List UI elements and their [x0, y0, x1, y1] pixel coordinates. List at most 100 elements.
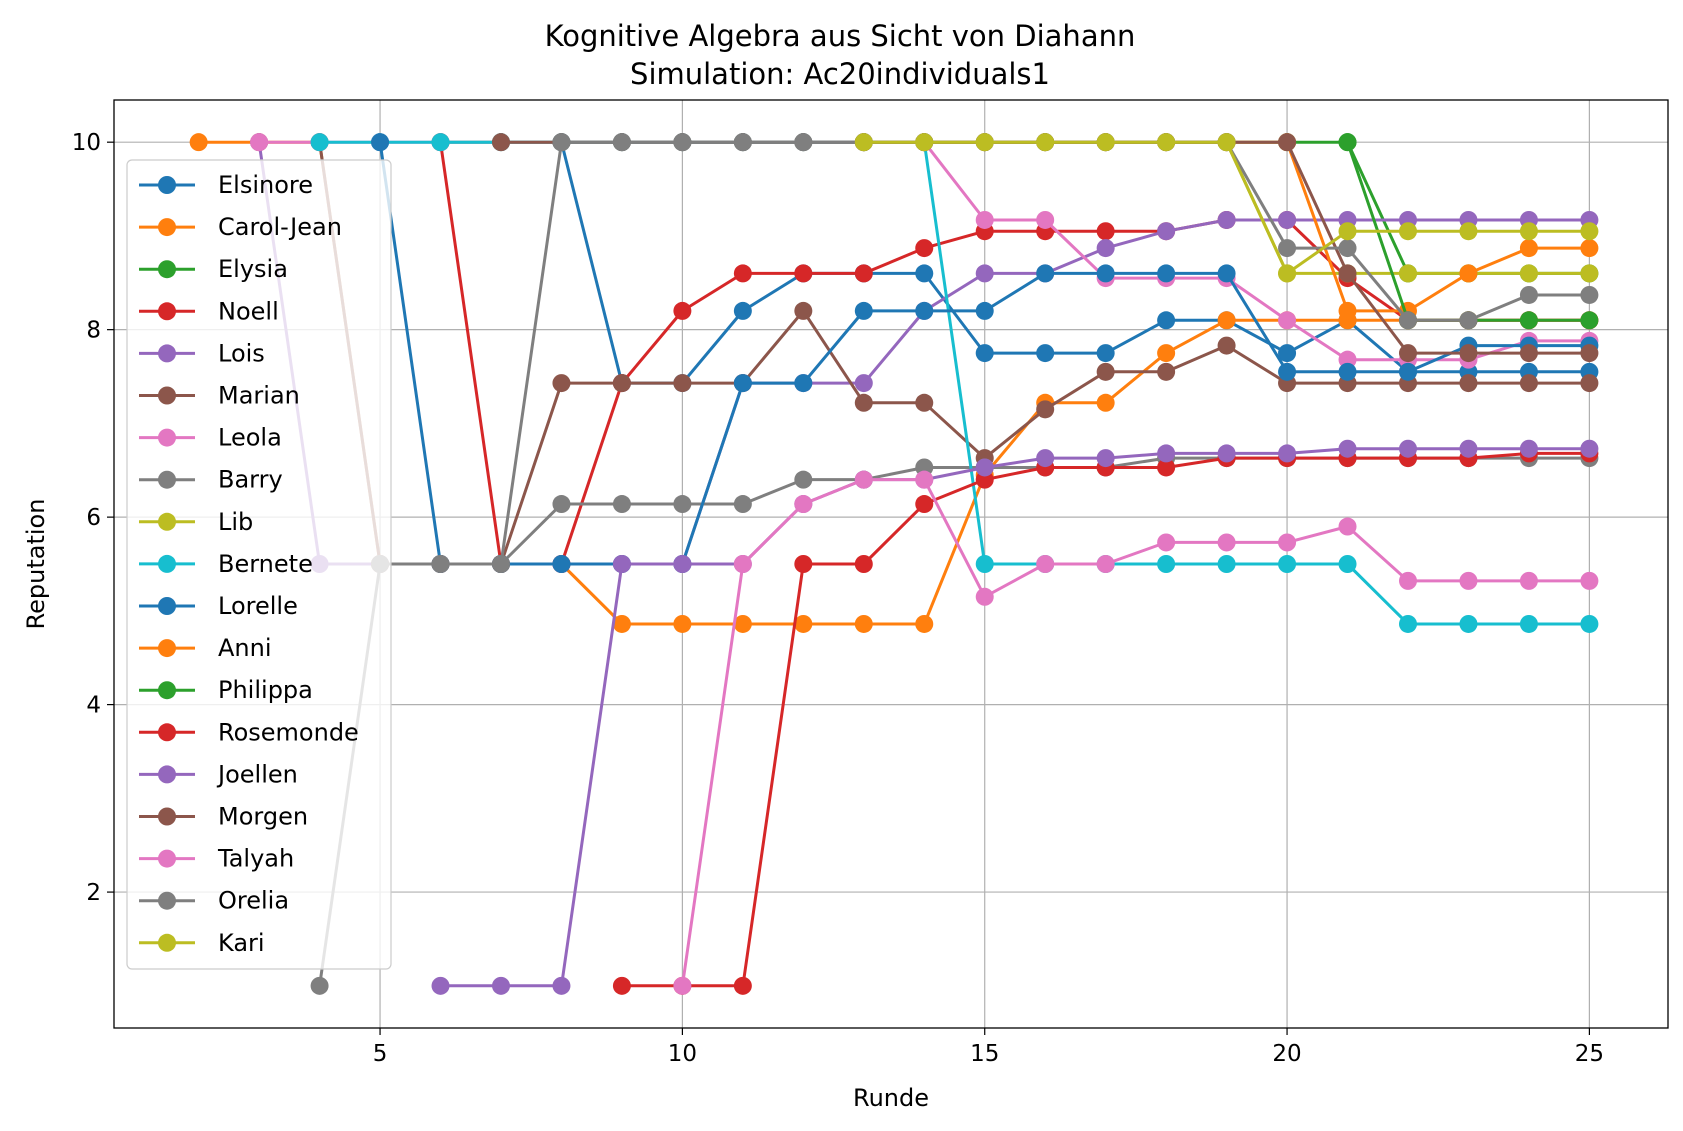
x-tick-label: 10 — [668, 1041, 697, 1067]
data-point — [552, 133, 571, 152]
data-point — [1459, 264, 1478, 283]
data-point — [1217, 264, 1236, 283]
y-axis-label: Reputation — [22, 499, 50, 630]
legend-marker — [158, 470, 176, 489]
data-point — [1278, 210, 1297, 229]
legend-marker — [158, 344, 176, 363]
data-point — [1398, 439, 1417, 458]
data-point — [612, 614, 631, 633]
data-point — [975, 133, 994, 152]
data-point — [915, 264, 934, 283]
legend-marker — [158, 302, 176, 321]
data-point — [794, 470, 813, 489]
data-point — [1278, 264, 1297, 283]
legend-item: Lib — [139, 508, 253, 536]
data-point — [1096, 555, 1115, 573]
series-line — [439, 141, 1590, 566]
data-point — [552, 976, 571, 995]
legend-label: Anni — [218, 634, 272, 662]
x-tick-label: 15 — [970, 1041, 999, 1067]
data-point — [1459, 344, 1478, 363]
data-point — [1459, 614, 1478, 633]
series-line — [318, 141, 1590, 566]
legend-label: Leola — [218, 424, 282, 452]
data-point — [1519, 222, 1538, 241]
data-point — [1459, 374, 1478, 393]
data-point — [1398, 344, 1417, 363]
data-point — [733, 614, 752, 633]
legend-marker — [158, 807, 176, 826]
data-point — [1338, 362, 1357, 381]
data-point — [1217, 555, 1236, 573]
legend-marker — [158, 176, 176, 194]
data-point — [1338, 439, 1357, 458]
data-point — [975, 587, 994, 606]
legend-label: Elysia — [218, 255, 288, 283]
legend-label: Lois — [218, 339, 265, 367]
data-point — [1157, 444, 1176, 463]
data-point — [1278, 133, 1297, 152]
legend-label: Lorelle — [218, 592, 298, 620]
data-point — [1096, 344, 1115, 363]
legend-item: Rosemonde — [139, 718, 359, 746]
y-tick-label: 10 — [72, 130, 101, 156]
data-point — [1398, 571, 1417, 590]
data-point — [733, 976, 752, 995]
x-tick-label: 25 — [1575, 1041, 1604, 1067]
legend-marker — [158, 639, 176, 658]
data-point — [1278, 239, 1297, 258]
data-point — [1580, 222, 1599, 241]
data-point — [1519, 571, 1538, 590]
chart-subtitle: Simulation: Ac20individuals1 — [630, 57, 1050, 91]
data-point — [1519, 311, 1538, 330]
series-talyah — [673, 470, 1599, 995]
data-point — [794, 614, 813, 633]
data-point — [1519, 239, 1538, 258]
data-point — [1519, 614, 1538, 633]
data-point — [673, 495, 692, 514]
data-point — [552, 495, 571, 514]
data-point — [1217, 533, 1236, 552]
legend-item: Marian — [139, 382, 300, 410]
data-point — [1519, 264, 1538, 283]
data-point — [1096, 222, 1115, 241]
data-point — [612, 133, 631, 152]
data-point — [189, 133, 208, 152]
legend-label: Rosemonde — [218, 718, 359, 746]
data-point — [915, 239, 934, 258]
legend-label: Lib — [218, 508, 253, 536]
data-point — [1580, 571, 1599, 590]
legend-marker — [158, 681, 176, 700]
data-point — [915, 495, 934, 514]
legend-item: Noell — [139, 297, 279, 325]
data-point — [1096, 393, 1115, 412]
series-line — [680, 478, 1590, 987]
data-point — [1036, 344, 1055, 363]
data-point — [1036, 449, 1055, 468]
data-point — [854, 470, 873, 489]
data-point — [1278, 311, 1297, 330]
data-point — [1580, 264, 1599, 283]
series-line — [440, 447, 1590, 988]
data-point — [1157, 222, 1176, 241]
legend-item: Lorelle — [139, 592, 298, 620]
legend-label: Morgen — [218, 803, 308, 831]
data-point — [975, 344, 994, 363]
data-point — [1519, 285, 1538, 304]
data-point — [1157, 555, 1176, 573]
y-tick-label: 6 — [86, 505, 101, 531]
data-point — [1580, 311, 1599, 330]
data-point — [1398, 614, 1417, 633]
axis-ticks: 5 10 15 20 25 2 4 6 8 10 — [72, 130, 1604, 1067]
legend: Elsinore Carol-Jean Elysia Noell Lois Marian L… — [126, 159, 392, 970]
legend-label: Orelia — [218, 887, 289, 915]
data-point — [1278, 533, 1297, 552]
x-axis-label: Runde — [853, 1084, 929, 1112]
data-point — [794, 264, 813, 283]
data-point — [794, 555, 813, 573]
data-point — [1459, 311, 1478, 330]
legend-item: Talyah — [139, 845, 294, 873]
data-point — [1338, 264, 1357, 283]
y-tick-label: 8 — [86, 318, 101, 344]
data-point — [431, 555, 450, 573]
